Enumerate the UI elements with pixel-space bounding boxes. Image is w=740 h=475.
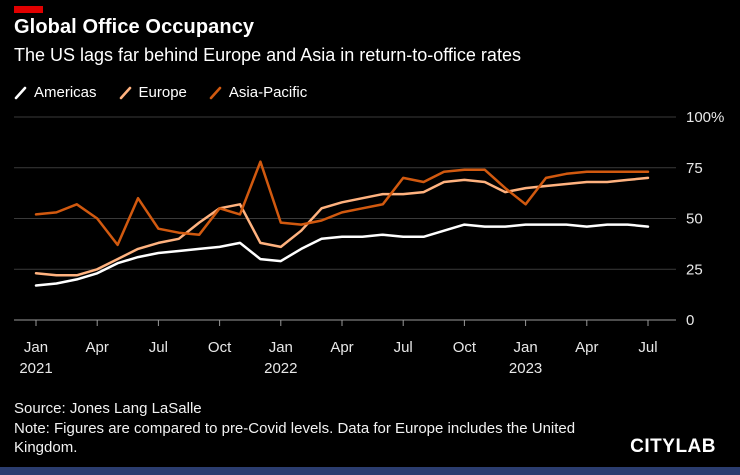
slash-marker-icon: [14, 86, 27, 99]
slash-marker-icon: [209, 86, 222, 99]
svg-text:2023: 2023: [509, 360, 542, 377]
legend-item-europe: Europe: [119, 84, 187, 101]
legend-label-europe: Europe: [138, 84, 187, 101]
svg-text:2021: 2021: [19, 360, 52, 377]
svg-text:Jul: Jul: [149, 339, 168, 356]
svg-text:Apr: Apr: [330, 339, 353, 356]
svg-text:Oct: Oct: [453, 339, 477, 356]
source-text: Source: Jones Lang LaSalle: [14, 400, 202, 417]
svg-text:Jan: Jan: [24, 339, 48, 356]
svg-text:100%: 100%: [686, 109, 724, 126]
svg-text:Apr: Apr: [575, 339, 598, 356]
legend-item-americas: Americas: [14, 84, 97, 101]
legend-label-americas: Americas: [34, 84, 97, 101]
slash-marker-icon: [119, 86, 131, 99]
occupancy-line-chart: 100% 75 50 25 0 Jan 2021 Apr Jul Oct Jan 2022 Apr Jul…: [14, 109, 724, 377]
svg-text:0: 0: [686, 312, 694, 329]
svg-text:Jan: Jan: [269, 339, 293, 356]
svg-text:50: 50: [686, 211, 703, 228]
citylab-logo: CITYLAB: [630, 436, 716, 457]
svg-text:2022: 2022: [264, 360, 297, 377]
accent-bar: [14, 6, 43, 13]
note-text: Note: Figures are compared to pre-Covid …: [14, 420, 576, 456]
svg-text:25: 25: [686, 261, 703, 278]
svg-text:75: 75: [686, 160, 703, 177]
svg-text:Apr: Apr: [86, 339, 109, 356]
legend-label-asia-pacific: Asia-Pacific: [228, 84, 308, 101]
svg-text:Jan: Jan: [514, 339, 538, 356]
legend: Americas Europe Asia-Pacific: [14, 84, 307, 101]
chart-title: Global Office Occupancy: [14, 16, 255, 38]
svg-text:Oct: Oct: [208, 339, 232, 356]
legend-item-asia-pacific: Asia-Pacific: [209, 84, 307, 101]
svg-text:Jul: Jul: [638, 339, 657, 356]
footer-bar: [0, 467, 740, 475]
chart-subtitle: The US lags far behind Europe and Asia i…: [14, 45, 521, 65]
svg-text:Jul: Jul: [394, 339, 413, 356]
